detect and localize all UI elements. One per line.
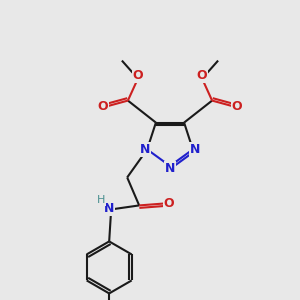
Text: N: N: [104, 202, 114, 215]
Text: N: N: [165, 161, 175, 175]
Text: N: N: [140, 143, 150, 156]
Text: O: O: [98, 100, 108, 113]
Text: N: N: [190, 143, 200, 156]
Text: O: O: [133, 69, 143, 82]
Text: O: O: [164, 197, 175, 210]
Text: H: H: [97, 195, 105, 206]
Text: O: O: [197, 69, 207, 82]
Text: O: O: [232, 100, 242, 113]
